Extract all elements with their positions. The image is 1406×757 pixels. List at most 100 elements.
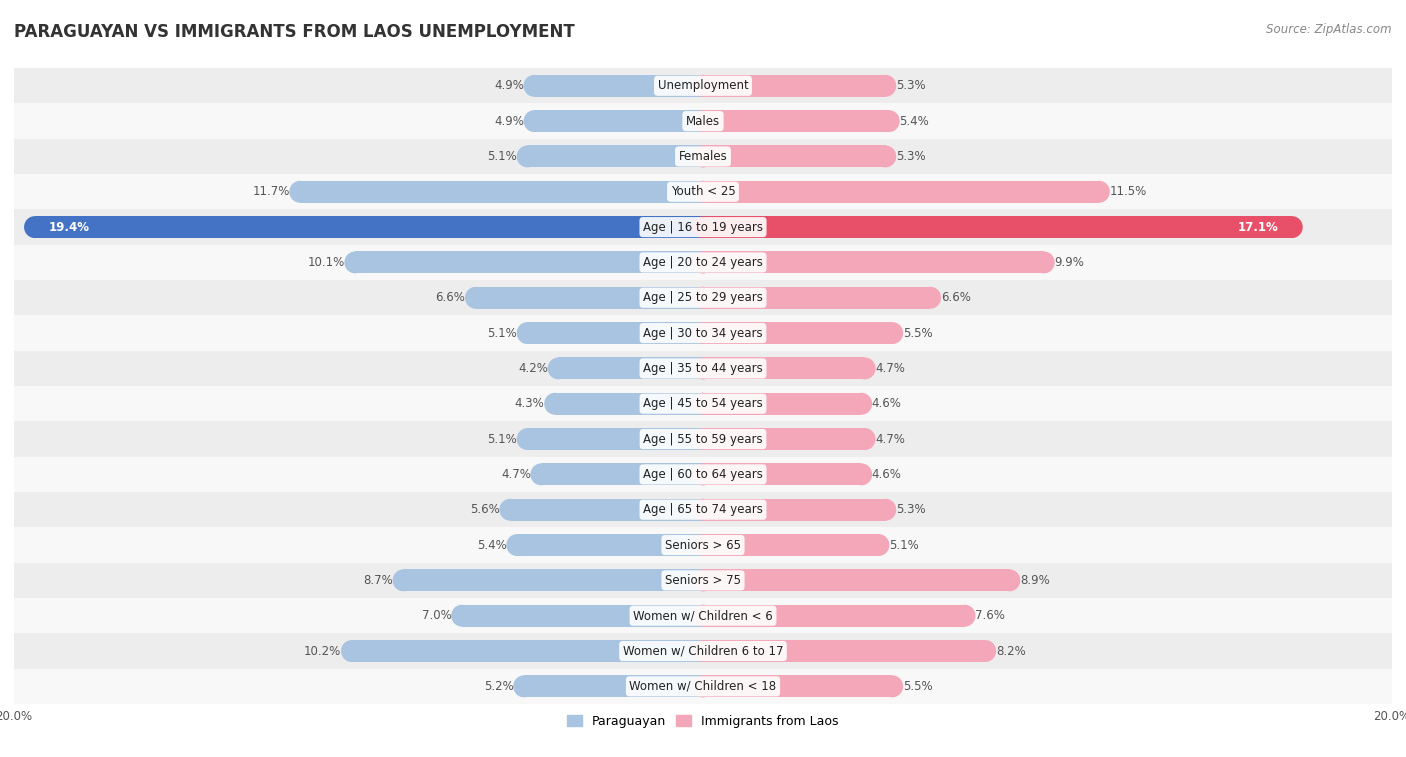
- Bar: [558, 357, 703, 379]
- Circle shape: [692, 145, 714, 167]
- Text: 10.1%: 10.1%: [308, 256, 344, 269]
- Text: Unemployment: Unemployment: [658, 79, 748, 92]
- Circle shape: [692, 181, 714, 203]
- Circle shape: [692, 145, 714, 167]
- Bar: [299, 181, 703, 203]
- Circle shape: [692, 569, 714, 591]
- Bar: [510, 499, 703, 521]
- Circle shape: [692, 675, 714, 697]
- Circle shape: [692, 499, 714, 521]
- Text: 17.1%: 17.1%: [1237, 220, 1278, 234]
- Text: 5.1%: 5.1%: [488, 150, 517, 163]
- Circle shape: [879, 111, 900, 132]
- Bar: [14, 634, 1392, 668]
- Bar: [703, 463, 862, 485]
- Circle shape: [692, 534, 714, 556]
- Bar: [703, 569, 1010, 591]
- Circle shape: [544, 393, 565, 415]
- Circle shape: [1088, 181, 1109, 203]
- Text: Age | 45 to 54 years: Age | 45 to 54 years: [643, 397, 763, 410]
- Text: 8.9%: 8.9%: [1019, 574, 1050, 587]
- Circle shape: [1281, 217, 1303, 238]
- Circle shape: [851, 463, 872, 485]
- Bar: [703, 111, 889, 132]
- Circle shape: [882, 675, 903, 697]
- Circle shape: [692, 428, 714, 450]
- Text: Age | 30 to 34 years: Age | 30 to 34 years: [643, 326, 763, 340]
- Text: Women w/ Children 6 to 17: Women w/ Children 6 to 17: [623, 644, 783, 658]
- Bar: [527, 145, 703, 167]
- Circle shape: [516, 322, 538, 344]
- Text: 5.3%: 5.3%: [896, 79, 925, 92]
- Text: Source: ZipAtlas.com: Source: ZipAtlas.com: [1267, 23, 1392, 36]
- Text: 5.3%: 5.3%: [896, 503, 925, 516]
- Circle shape: [974, 640, 995, 662]
- Text: 5.4%: 5.4%: [900, 114, 929, 128]
- Bar: [14, 174, 1392, 210]
- Circle shape: [692, 357, 714, 379]
- Text: 8.2%: 8.2%: [995, 644, 1025, 658]
- Text: Age | 55 to 59 years: Age | 55 to 59 years: [643, 432, 763, 446]
- Circle shape: [692, 322, 714, 344]
- Circle shape: [342, 640, 363, 662]
- Text: Females: Females: [679, 150, 727, 163]
- Circle shape: [692, 463, 714, 485]
- Circle shape: [692, 181, 714, 203]
- Bar: [527, 322, 703, 344]
- Circle shape: [692, 111, 714, 132]
- Circle shape: [506, 534, 527, 556]
- Circle shape: [692, 393, 714, 415]
- Text: Age | 16 to 19 years: Age | 16 to 19 years: [643, 220, 763, 234]
- Circle shape: [955, 605, 976, 627]
- Text: 6.6%: 6.6%: [436, 291, 465, 304]
- Circle shape: [920, 287, 941, 309]
- Bar: [524, 675, 703, 697]
- Circle shape: [548, 357, 569, 379]
- Bar: [14, 422, 1392, 456]
- Circle shape: [24, 217, 45, 238]
- Text: Males: Males: [686, 114, 720, 128]
- Text: 10.2%: 10.2%: [304, 644, 342, 658]
- Circle shape: [692, 393, 714, 415]
- Text: 4.6%: 4.6%: [872, 468, 901, 481]
- Bar: [14, 528, 1392, 562]
- Circle shape: [692, 605, 714, 627]
- Circle shape: [692, 463, 714, 485]
- Text: 19.4%: 19.4%: [48, 220, 90, 234]
- Text: 11.7%: 11.7%: [252, 185, 290, 198]
- Circle shape: [516, 428, 538, 450]
- Circle shape: [692, 287, 714, 309]
- Circle shape: [875, 145, 896, 167]
- Circle shape: [523, 111, 546, 132]
- Text: Age | 25 to 29 years: Age | 25 to 29 years: [643, 291, 763, 304]
- Text: Youth < 25: Youth < 25: [671, 185, 735, 198]
- Bar: [14, 456, 1392, 492]
- Text: 5.5%: 5.5%: [903, 680, 932, 693]
- Circle shape: [875, 499, 896, 521]
- Circle shape: [290, 181, 311, 203]
- Text: 4.6%: 4.6%: [872, 397, 901, 410]
- Bar: [14, 350, 1392, 386]
- Bar: [14, 492, 1392, 528]
- Bar: [14, 104, 1392, 139]
- Circle shape: [851, 393, 872, 415]
- Circle shape: [855, 357, 876, 379]
- Text: Seniors > 65: Seniors > 65: [665, 538, 741, 552]
- Bar: [703, 393, 862, 415]
- Text: 8.7%: 8.7%: [363, 574, 392, 587]
- Circle shape: [692, 111, 714, 132]
- Circle shape: [692, 499, 714, 521]
- Bar: [534, 111, 703, 132]
- Bar: [703, 287, 931, 309]
- Circle shape: [516, 145, 538, 167]
- Circle shape: [692, 675, 714, 697]
- Bar: [475, 287, 703, 309]
- Bar: [461, 605, 703, 627]
- Text: Age | 35 to 44 years: Age | 35 to 44 years: [643, 362, 763, 375]
- Text: PARAGUAYAN VS IMMIGRANTS FROM LAOS UNEMPLOYMENT: PARAGUAYAN VS IMMIGRANTS FROM LAOS UNEMP…: [14, 23, 575, 41]
- Circle shape: [692, 428, 714, 450]
- Bar: [541, 463, 703, 485]
- Circle shape: [692, 75, 714, 97]
- Bar: [703, 428, 865, 450]
- Bar: [703, 499, 886, 521]
